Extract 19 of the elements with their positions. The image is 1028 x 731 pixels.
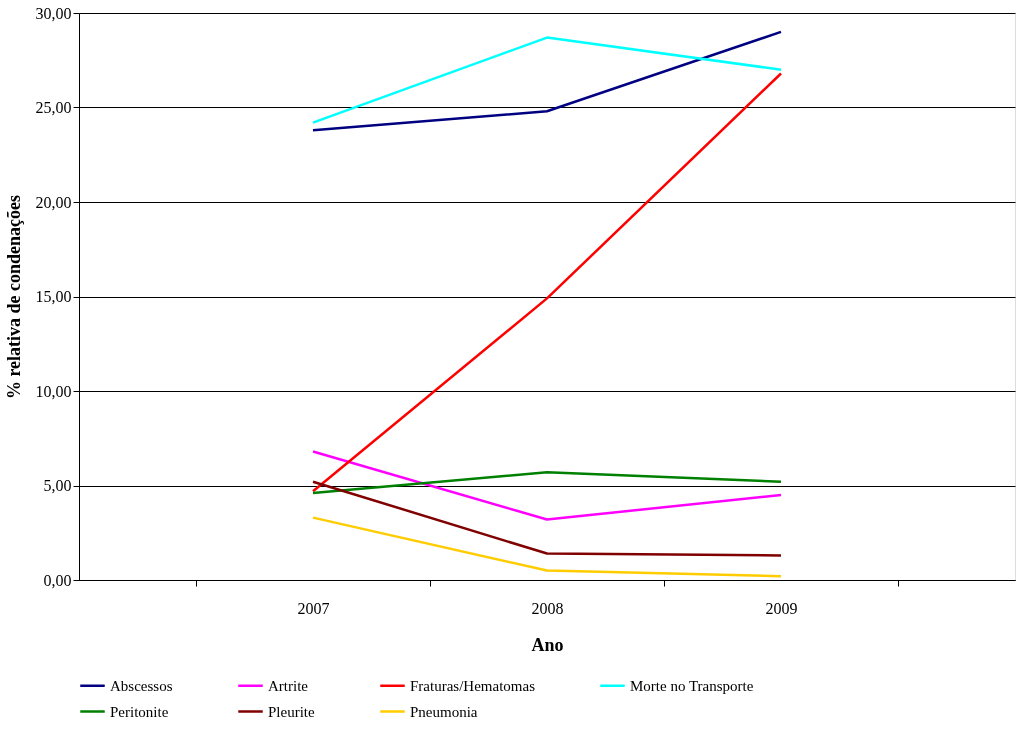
y-tick-label: 0,00 [43,571,72,589]
y-tick-label: 20,00 [35,193,72,211]
x-axis-title: Ano [531,634,564,655]
y-tick-label: 5,00 [43,477,72,494]
legend-label: Fraturas/Hematomas [410,677,536,694]
legend-label: Artrite [268,677,309,694]
x-tick-label: 2008 [531,599,564,617]
legend-label: Pleurite [268,703,315,720]
y-tick-label: 10,00 [35,382,72,400]
y-tick-label: 15,00 [35,288,72,305]
legend-label: Pneumonia [410,703,478,720]
legend-label: Morte no Transporte [630,677,754,694]
legend-label: Abscessos [110,677,173,694]
x-tick-label: 2007 [297,599,330,617]
y-tick-label: 25,00 [35,99,72,116]
legend-label: Peritonite [110,703,169,720]
x-tick-label: 2009 [765,599,798,617]
y-tick-label: 30,00 [35,4,72,22]
y-axis-title: % relativa de condenações [3,194,24,400]
